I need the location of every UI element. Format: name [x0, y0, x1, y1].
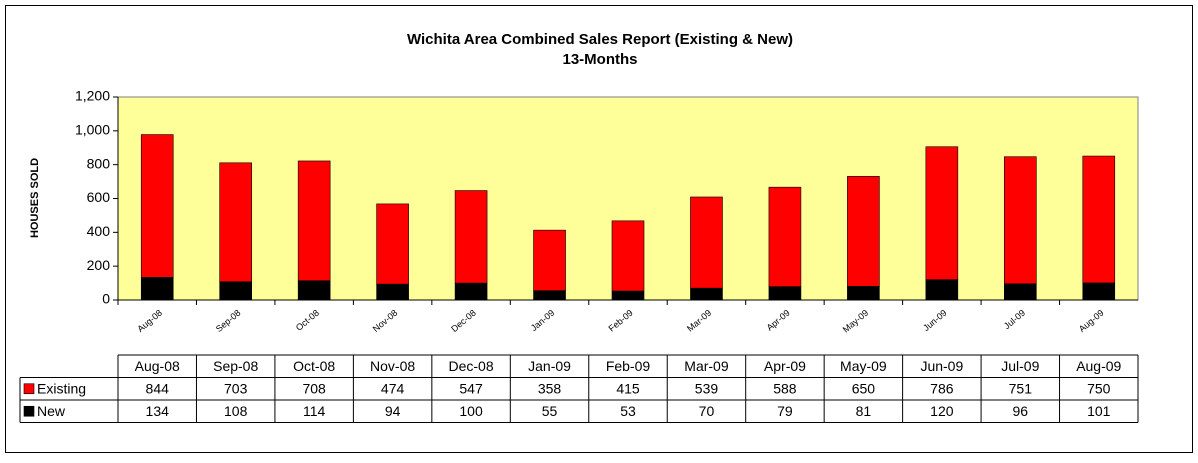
bar-segment	[768, 186, 802, 287]
table-header: Aug-09	[1076, 358, 1121, 374]
table-header: Jul-09	[1001, 358, 1039, 374]
chart-subtitle: 13-Months	[563, 51, 638, 68]
bar-segment	[297, 280, 331, 301]
table-value: 101	[1087, 403, 1111, 419]
table-value: 120	[930, 403, 954, 419]
table-value: 108	[224, 403, 248, 419]
bar-segment	[376, 283, 409, 301]
table-value: 474	[381, 380, 405, 396]
bar-segment	[1082, 282, 1116, 301]
table-value: 708	[302, 380, 326, 396]
table-value: 786	[930, 380, 954, 396]
table-value: 70	[699, 403, 715, 419]
bar-segment	[611, 290, 645, 301]
legend-swatch	[23, 383, 35, 395]
bar-segment	[140, 277, 174, 301]
table-value: 94	[385, 403, 401, 419]
table-header: Apr-09	[764, 358, 806, 374]
bar-segment	[847, 176, 880, 287]
table-value: 81	[856, 403, 872, 419]
bar-segment	[140, 134, 174, 278]
bar-segment	[297, 160, 331, 282]
y-tick-label: 1,200	[75, 88, 110, 104]
y-tick-label: 1,000	[75, 122, 110, 138]
table-value: 703	[224, 380, 248, 396]
table-value: 358	[538, 380, 562, 396]
table-value: 100	[459, 403, 483, 419]
chart-title: Wichita Area Combined Sales Report (Exis…	[407, 31, 793, 48]
bar-segment	[219, 281, 252, 301]
table-value: 79	[777, 403, 793, 419]
y-tick-label: 400	[87, 223, 111, 239]
legend-label: Existing	[37, 380, 86, 396]
table-value: 750	[1087, 380, 1111, 396]
table-value: 415	[616, 380, 640, 396]
y-tick-label: 0	[102, 291, 110, 307]
bar-segment	[611, 220, 645, 292]
y-axis-label: HOUSES SOLD	[29, 158, 41, 238]
bar-segment	[454, 282, 488, 301]
table-value: 134	[146, 403, 170, 419]
y-tick-label: 600	[87, 189, 111, 205]
table-header: Oct-08	[293, 358, 335, 374]
table-header: May-09	[840, 358, 887, 374]
y-tick-label: 800	[87, 155, 111, 171]
bar-segment	[1004, 283, 1037, 301]
table-header: Nov-08	[370, 358, 415, 374]
table-value: 114	[303, 403, 326, 419]
table-value: 588	[773, 380, 797, 396]
bar-segment	[847, 285, 880, 301]
bar-segment	[533, 229, 566, 291]
table-header: Sep-08	[213, 358, 258, 374]
table-value: 751	[1009, 380, 1033, 396]
bar-segment	[1004, 156, 1037, 285]
bar-segment	[533, 290, 566, 301]
bar-segment	[925, 279, 959, 301]
table-header: Jan-09	[528, 358, 571, 374]
y-tick-label: 200	[87, 257, 111, 273]
table-value: 547	[459, 380, 483, 396]
table-value: 539	[695, 380, 719, 396]
bar-segment	[690, 287, 723, 301]
bar-segment	[925, 146, 959, 280]
bar-segment	[219, 162, 252, 283]
data-table: Aug-08 844 134 Sep-08 703 108 Oct-08 708 114 Nov-…	[19, 354, 1139, 423]
bar-segment	[690, 196, 723, 289]
bar-segment	[376, 203, 409, 285]
table-value: 96	[1013, 403, 1029, 419]
bar-segment	[454, 190, 488, 284]
bar-segment	[1082, 155, 1116, 284]
bar-segment	[768, 286, 802, 301]
legend-swatch	[23, 405, 35, 417]
table-value: 55	[542, 403, 558, 419]
table-header: Dec-08	[449, 358, 494, 374]
table-header: Jun-09	[920, 358, 963, 374]
table-value: 53	[620, 403, 636, 419]
table-header: Feb-09	[606, 358, 651, 374]
table-value: 844	[146, 380, 170, 396]
table-value: 650	[852, 380, 876, 396]
table-header: Mar-09	[684, 358, 729, 374]
legend-label: New	[37, 403, 66, 419]
table-header: Aug-08	[135, 358, 180, 374]
